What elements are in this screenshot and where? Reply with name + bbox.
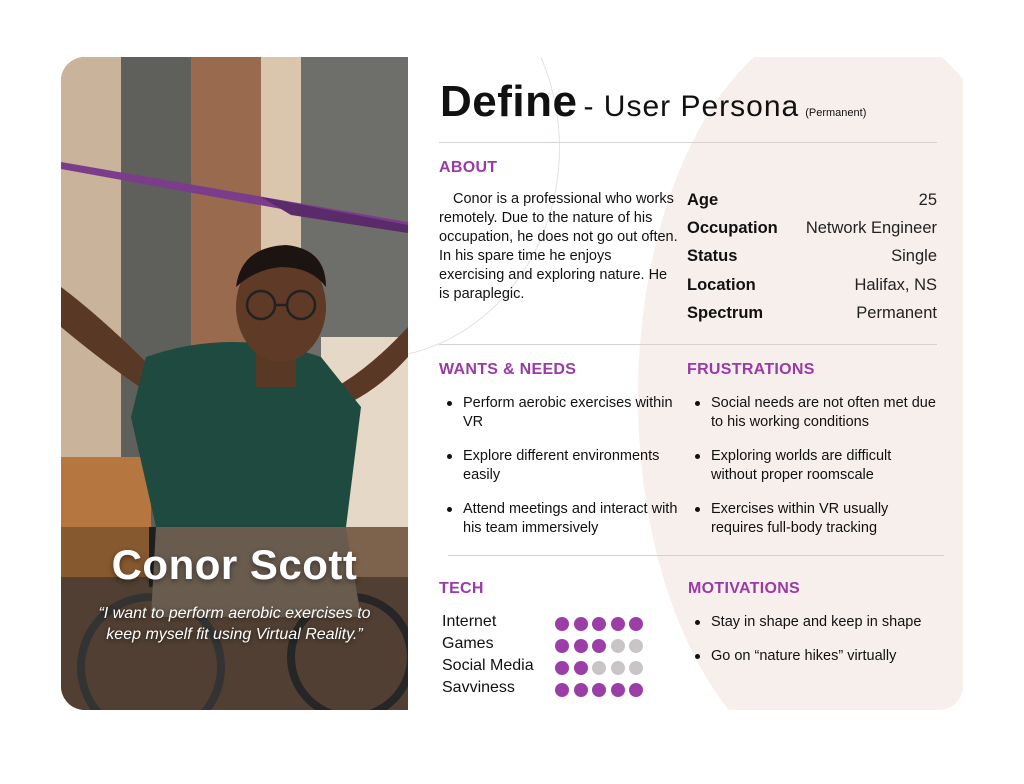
- about-text: Conor is a professional who works remote…: [439, 191, 678, 302]
- rating-dots: [555, 683, 643, 697]
- page-title: Define - User Persona (Permanent): [440, 77, 866, 127]
- info-row-spectrum: Spectrum Permanent: [687, 304, 937, 332]
- info-row-status: Status Single: [687, 247, 937, 275]
- tech-label: Internet: [442, 613, 497, 630]
- tech-heading: TECH: [439, 580, 484, 597]
- tech-label: Social Media: [442, 657, 534, 674]
- title-main: Define: [440, 77, 578, 126]
- rating-dot-filled: [592, 683, 606, 697]
- info-label: Age: [687, 191, 719, 209]
- rating-dots: [555, 617, 643, 631]
- list-item: Perform aerobic exercises within VR: [439, 394, 689, 432]
- divider: [448, 555, 944, 556]
- rating-dot-filled: [573, 683, 588, 697]
- about-heading: ABOUT: [439, 159, 498, 176]
- rating-dot-empty: [629, 661, 643, 675]
- rating-dot-filled: [629, 683, 643, 697]
- persona-details: Define - User Persona (Permanent) ABOUT Co…: [408, 57, 963, 710]
- rating-dot-filled: [555, 639, 569, 653]
- list-item: Social needs are not often met due to hi…: [687, 394, 937, 432]
- rating-dot-filled: [573, 617, 588, 631]
- list-item: Stay in shape and keep in shape: [687, 613, 937, 632]
- info-label: Location: [687, 275, 756, 294]
- info-label: Spectrum: [687, 303, 764, 322]
- divider: [439, 344, 937, 345]
- wants-list: Perform aerobic exercises within VR Expl…: [439, 394, 689, 553]
- info-value: Halifax, NS: [854, 275, 937, 294]
- list-item: Exercises within VR usually requires ful…: [687, 500, 937, 538]
- tech-ratings: Internet Games Social Media Savviness: [442, 613, 652, 701]
- tech-label: Games: [442, 635, 494, 652]
- persona-card: Conor Scott “I want to perform aerobic e…: [61, 57, 963, 710]
- divider: [439, 142, 937, 143]
- info-row-location: Location Halifax, NS: [687, 276, 937, 304]
- motivations-list: Stay in shape and keep in shape Go on “n…: [687, 613, 937, 681]
- rating-dot-filled: [592, 639, 606, 653]
- tech-row: Internet: [442, 613, 652, 635]
- info-value: Network Engineer: [805, 219, 937, 238]
- info-table: Age 25 Occupation Network Engineer Statu…: [687, 191, 937, 332]
- info-value: Single: [891, 247, 937, 266]
- background-shape: [638, 57, 963, 710]
- info-row-age: Age 25: [687, 191, 937, 219]
- title-tag: (Permanent): [805, 107, 867, 119]
- list-item: Attend meetings and interact with his te…: [439, 500, 689, 538]
- tech-row: Savviness: [442, 679, 652, 701]
- list-item: Go on “nature hikes” virtually: [687, 647, 937, 666]
- rating-dots: [555, 639, 643, 653]
- rating-dot-empty: [629, 639, 643, 653]
- rating-dot-filled: [555, 661, 569, 675]
- persona-photo: Conor Scott “I want to perform aerobic e…: [61, 57, 408, 710]
- rating-dot-filled: [629, 617, 643, 631]
- rating-dot-filled: [573, 661, 588, 675]
- info-value: Permanent: [856, 303, 937, 322]
- persona-quote: “I want to perform aerobic exercises to …: [98, 605, 371, 643]
- rating-dot-filled: [610, 683, 625, 697]
- info-row-occupation: Occupation Network Engineer: [687, 219, 937, 247]
- rating-dot-filled: [610, 617, 625, 631]
- frustrations-list: Social needs are not often met due to hi…: [687, 394, 937, 553]
- frustrations-heading: FRUSTRATIONS: [687, 361, 815, 378]
- rating-dot-filled: [592, 617, 606, 631]
- title-subtitle: - User Persona: [583, 90, 800, 123]
- list-item: Exploring worlds are difficult without p…: [687, 447, 937, 485]
- rating-dots: [555, 661, 643, 675]
- rating-dot-empty: [610, 661, 625, 675]
- tech-row: Games: [442, 635, 652, 657]
- info-label: Status: [687, 247, 738, 266]
- rating-dot-empty: [610, 639, 625, 653]
- motivations-heading: MOTIVATIONS: [688, 580, 801, 597]
- rating-dot-filled: [555, 617, 569, 631]
- tech-label: Savviness: [442, 679, 515, 696]
- info-label: Occupation: [687, 219, 778, 238]
- rating-dot-filled: [573, 639, 588, 653]
- rating-dot-filled: [555, 683, 569, 697]
- persona-photo-illustration: [61, 57, 408, 710]
- persona-name: Conor Scott: [111, 541, 358, 588]
- tech-row: Social Media: [442, 657, 652, 679]
- list-item: Explore different environments easily: [439, 447, 689, 485]
- rating-dot-empty: [592, 661, 606, 675]
- wants-heading: WANTS & NEEDS: [439, 361, 577, 378]
- info-value: 25: [918, 191, 937, 209]
